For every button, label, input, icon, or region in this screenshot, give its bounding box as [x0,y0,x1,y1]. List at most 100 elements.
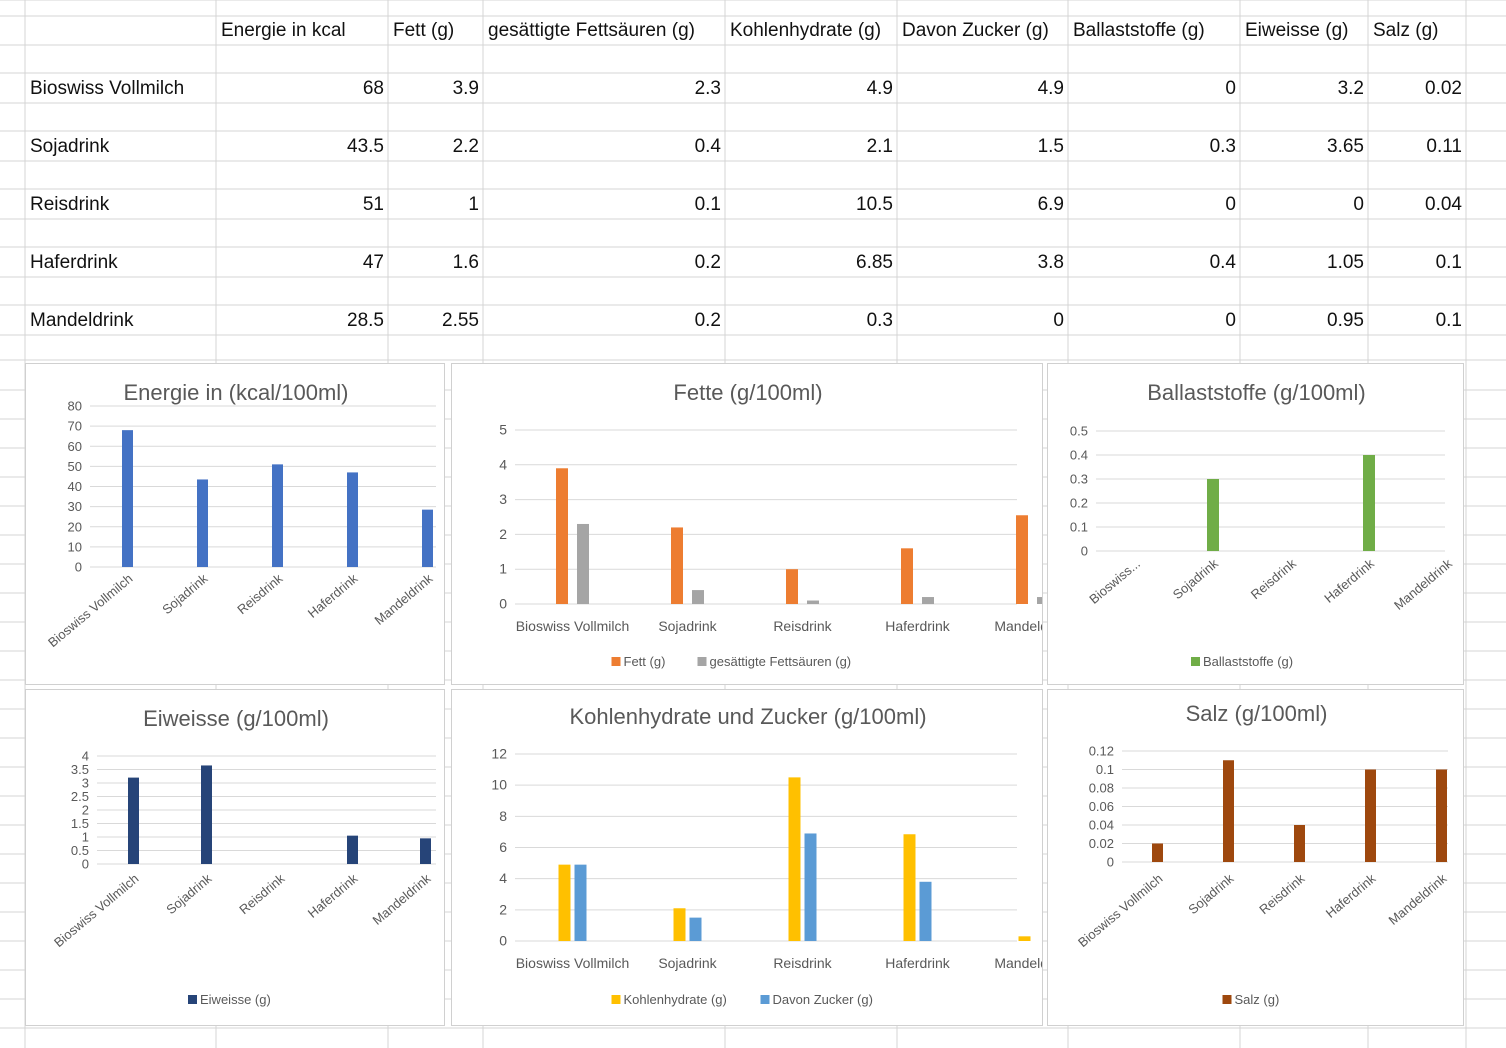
x-tick-label: Sojadrink [163,870,215,917]
table-cell: 28.5 [347,310,384,331]
x-tick-label: Reisdrink [1248,555,1300,602]
y-tick-label: 8 [499,808,507,824]
table-cell: 4.9 [1037,78,1064,99]
legend-label: Davon Zucker (g) [773,992,873,1007]
x-tick-label: Bioswiss Vollmilch [516,955,630,971]
column-header: gesättigte Fettsäuren (g) [488,20,695,41]
chart-salz[interactable]: Salz (g/100ml) 0 0.02 0.04 0.06 0.08 0.1 0.12 Bi… [1047,689,1464,1026]
legend-swatch [1191,657,1200,666]
row-label: Sojadrink [30,136,110,157]
column-header: Eiweisse (g) [1245,20,1349,41]
bar [671,527,683,604]
nutrition-table: Energie in kcal Fett (g) gesättigte Fettsä… [0,0,1506,360]
table-cell: 1.05 [1327,252,1364,273]
bar [1223,760,1234,862]
column-header: Ballaststoffe (g) [1073,20,1205,41]
chart-energie-svg: Energie in (kcal/100ml) 0 10 20 30 40 50 60 70 80… [45,380,436,650]
table-cell: 2.1 [866,136,893,157]
x-tick-label: Mandeldrink [994,955,1043,971]
row-label: Haferdrink [30,252,118,273]
column-header: Fett (g) [393,20,455,41]
chart-eiweisse[interactable]: Eiweisse (g/100ml) 0 0.5 1 1.5 2 2.5 3 3.5 4 Biosw… [25,689,445,1026]
x-tick-label: Haferdrink [305,570,361,620]
table-cell: 0.4 [1209,252,1236,273]
table-cell: 0.4 [694,136,721,157]
chart-kohlenhydrate[interactable]: Kohlenhydrate und Zucker (g/100ml) 0 2 4 6 8 1… [451,689,1043,1026]
chart-kohlenhydrate-svg: Kohlenhydrate und Zucker (g/100ml) 0 2 4 6 8 1… [491,704,1043,1007]
chart-title: Energie in (kcal/100ml) [124,380,349,405]
legend-label: Ballaststoffe (g) [1203,654,1293,669]
y-tick-label: 3.5 [71,762,89,777]
table-cell: 0 [1353,194,1364,215]
legend-label: Kohlenhydrate (g) [624,992,727,1007]
y-tick-label: 4 [499,456,507,472]
table-cell: 47 [362,252,384,273]
bar [272,464,283,567]
bar [1037,597,1042,604]
table-cell: 0.04 [1425,194,1462,215]
x-tick-label: Mandeldrink [370,870,434,927]
bar [1016,515,1028,604]
y-tick-label: 4 [499,870,507,886]
bar [692,590,704,604]
y-tick-label: 2.5 [71,789,89,804]
x-tick-label: Sojadrink [1170,555,1222,602]
table-cell: 2.3 [694,78,721,99]
y-tick-label: 2 [499,901,507,917]
y-tick-label: 0 [499,933,507,949]
legend-swatch [611,657,621,666]
bar [556,468,568,604]
table-cell: 3.2 [1337,78,1364,99]
table-cell: 0 [1225,194,1236,215]
x-tick-label: Sojadrink [159,570,211,617]
bar [197,479,208,567]
bar [574,864,587,941]
x-tick-label: Reisdrink [236,870,288,917]
bar [577,523,589,604]
legend-label: Salz (g) [1235,992,1280,1007]
table-cell: 0.2 [694,310,721,331]
chart-title: Eiweisse (g/100ml) [143,706,329,731]
y-tick-label: 1.5 [71,816,89,831]
bar [128,777,139,864]
chart-title: Kohlenhydrate und Zucker (g/100ml) [569,704,926,729]
x-tick-label: Sojadrink [1185,870,1237,917]
y-tick-label: 0.02 [1089,836,1114,851]
table-cell: 0.11 [1426,136,1462,157]
bar [689,917,702,941]
y-tick-label: 3 [499,491,507,507]
x-tick-label: Mandeldrink [372,570,436,627]
y-tick-label: 10 [68,539,82,554]
chart-energie[interactable]: Energie in (kcal/100ml) 0 10 20 30 40 50 60 70 80… [25,363,445,685]
legend-label: Eiweisse (g) [200,992,271,1007]
x-tick-label: Sojadrink [658,955,717,971]
x-tick-label: Sojadrink [658,618,717,634]
bar [1152,843,1163,862]
x-tick-label: Haferdrink [885,955,951,971]
bar [673,908,686,941]
x-tick-label: Reisdrink [234,570,286,617]
y-tick-label: 0.1 [1096,762,1114,777]
y-tick-label: 1 [82,830,89,845]
y-tick-label: 5 [499,422,507,438]
y-tick-label: 20 [68,519,82,534]
x-tick-label: Bioswiss Vollmilch [516,618,630,634]
bar [1365,769,1376,862]
bar [922,597,934,604]
legend-label: Fett (g) [624,654,666,669]
x-tick-label: Bioswiss... [1086,556,1143,607]
chart-fette[interactable]: Fette (g/100ml) 0 1 2 3 4 5 Bioswiss Vollmilch S… [451,363,1043,685]
table-cell: 0 [1053,310,1064,331]
chart-title: Salz (g/100ml) [1186,701,1328,726]
x-tick-label: Haferdrink [305,870,361,920]
table-cell: 3.8 [1037,252,1064,273]
chart-salz-svg: Salz (g/100ml) 0 0.02 0.04 0.06 0.08 0.1 0.12 Bi… [1075,701,1450,1007]
chart-ballaststoffe[interactable]: Ballaststoffe (g/100ml) 0 0.1 0.2 0.3 0.4 0.5 B… [1047,363,1464,685]
column-header: Energie in kcal [221,20,346,41]
table-cell: 0 [1225,310,1236,331]
table-cell: 0.1 [1435,252,1462,273]
x-tick-label: Mandeldrink [1391,555,1455,612]
table-cell: 1.6 [452,252,479,273]
y-tick-label: 0.04 [1089,818,1114,833]
table-cell: 51 [362,194,384,215]
